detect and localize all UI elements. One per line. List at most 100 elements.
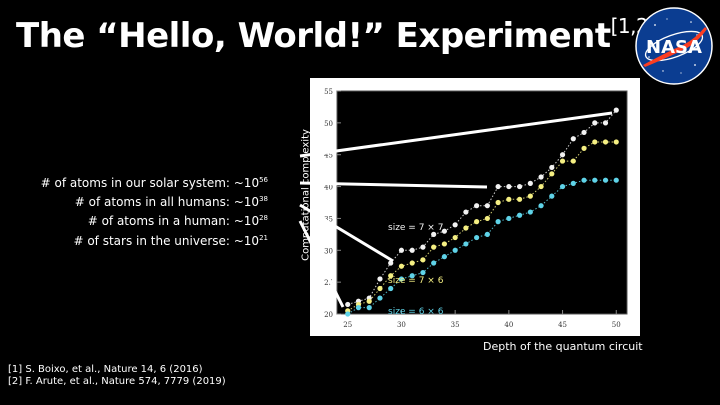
data-point — [474, 234, 480, 241]
series-3 — [345, 177, 619, 317]
fact-all-humans: # of atoms in all humans: ~1038 — [74, 195, 268, 210]
x-tick-label: 30 — [397, 321, 406, 329]
data-point — [495, 219, 501, 225]
y-tick-label: 50 — [324, 120, 333, 128]
y-tick-label: 35 — [324, 215, 333, 223]
y-tick-label: 55 — [324, 88, 333, 96]
data-point — [431, 260, 437, 266]
data-point — [431, 244, 437, 250]
data-point — [506, 215, 512, 222]
fact-one-human: # of atoms in a human: ~1028 — [87, 214, 268, 229]
facts-list: # of atoms in our solar system: ~1056 # … — [41, 172, 268, 249]
data-point — [559, 152, 566, 158]
title-main: The “Hello, World!” Experiment — [16, 16, 611, 56]
y-axis-label: Computational complexity — [300, 129, 312, 261]
data-point — [527, 209, 533, 215]
data-point — [538, 183, 544, 190]
nasa-logo: NASA — [635, 7, 713, 85]
data-point — [388, 285, 394, 292]
connector-line — [299, 203, 394, 263]
data-point — [549, 193, 555, 199]
data-point — [377, 285, 383, 292]
references: [1] S. Boixo, et al., Nature 14, 6 (2016… — [8, 364, 226, 388]
data-point — [441, 254, 448, 260]
data-point — [495, 199, 501, 206]
data-point — [441, 241, 448, 247]
data-point — [474, 203, 480, 209]
x-tick-label: 50 — [612, 321, 621, 329]
data-point — [549, 164, 555, 171]
data-point — [398, 263, 405, 269]
data-point — [559, 158, 566, 164]
data-point — [495, 183, 501, 190]
series-1 — [345, 107, 619, 308]
data-point — [602, 177, 609, 183]
connector-layer — [298, 111, 613, 308]
data-point — [398, 247, 405, 253]
y-tick-label: 40 — [324, 184, 333, 192]
data-point — [484, 203, 490, 209]
data-point — [420, 269, 426, 276]
data-point — [484, 231, 490, 237]
x-tick-label: 35 — [451, 321, 460, 329]
data-point — [581, 129, 587, 136]
reference-1: [1] S. Boixo, et al., Nature 14, 6 (2016… — [8, 364, 203, 375]
data-point — [420, 244, 426, 250]
data-point — [355, 305, 362, 311]
data-point — [409, 260, 415, 266]
series-label: size = 7 × 7 — [388, 223, 443, 233]
data-point — [602, 120, 609, 126]
data-point — [549, 171, 555, 177]
data-point — [431, 231, 437, 237]
data-point — [484, 215, 490, 222]
reference-2: [2] F. Arute, et al., Nature 574, 7779 (… — [8, 376, 226, 387]
x-axis-label: Depth of the quantum circuit — [483, 340, 643, 353]
data-point — [398, 276, 405, 282]
data-point — [388, 273, 394, 279]
data-point — [345, 301, 351, 308]
data-point — [559, 183, 566, 190]
data-point — [463, 209, 469, 215]
data-point — [516, 196, 523, 202]
series-line — [347, 179, 617, 315]
data-point — [452, 222, 458, 228]
y-tick-label: 20 — [324, 311, 333, 319]
data-point — [474, 219, 480, 225]
data-point — [602, 139, 609, 145]
data-point — [538, 203, 544, 209]
series-label: size = 7 × 6 — [388, 276, 444, 286]
data-point — [463, 225, 469, 231]
plot-axes: 20 25 30 35 40 45 50 55 25 30 35 40 45 50 — [324, 88, 628, 329]
data-point — [452, 247, 458, 253]
data-point — [516, 183, 523, 190]
data-point — [613, 107, 619, 113]
connector-line — [299, 111, 613, 158]
connector-line — [299, 181, 488, 189]
data-point — [570, 158, 576, 164]
data-point — [506, 196, 512, 202]
data-point — [463, 241, 469, 247]
data-point — [613, 139, 619, 145]
data-point — [366, 298, 372, 304]
data-point — [538, 174, 544, 180]
data-point — [527, 180, 533, 186]
connector-line — [298, 220, 345, 308]
series-2 — [345, 139, 619, 314]
plot-frame — [336, 90, 628, 315]
data-point — [377, 295, 383, 301]
data-point — [570, 180, 576, 186]
x-tick-label: 45 — [558, 321, 567, 329]
data-point — [592, 120, 598, 126]
series-layer — [345, 107, 619, 317]
x-tick-label: 40 — [504, 321, 513, 329]
data-point — [420, 257, 426, 263]
data-point — [527, 193, 533, 199]
y-tick-label: 30 — [324, 247, 333, 255]
fact-solar-system: # of atoms in our solar system: ~1056 — [40, 176, 268, 190]
fact-stars: # of stars in the universe: ~1021 — [73, 233, 268, 248]
data-point — [441, 228, 448, 234]
logo-wordmark: NASA — [646, 37, 702, 58]
data-point — [570, 136, 576, 142]
data-point — [506, 183, 512, 190]
